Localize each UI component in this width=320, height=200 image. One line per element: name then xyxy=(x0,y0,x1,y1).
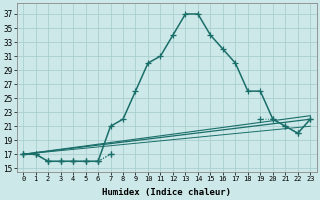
X-axis label: Humidex (Indice chaleur): Humidex (Indice chaleur) xyxy=(102,188,231,197)
